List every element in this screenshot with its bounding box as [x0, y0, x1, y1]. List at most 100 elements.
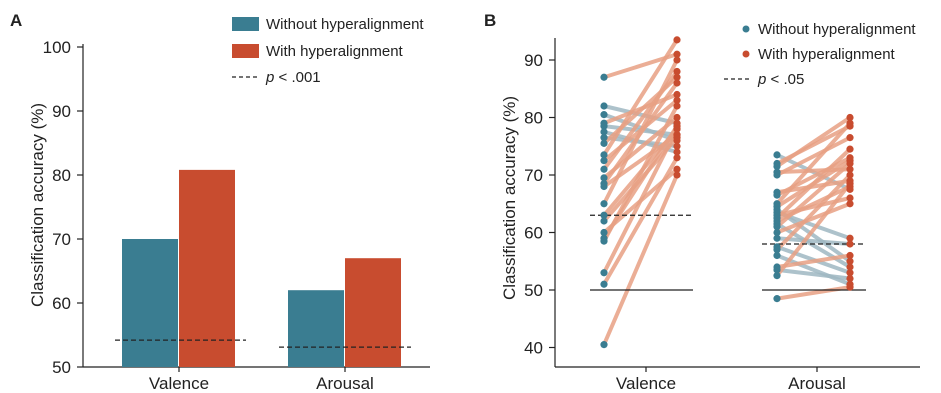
panel-b-point-with-valence [673, 50, 681, 58]
panel-b-point-without-valence [600, 122, 608, 130]
panel-b-point-without-valence [600, 237, 608, 245]
panel-a-bar-without-arousal [288, 290, 344, 367]
panel-b-ytick-label: 50 [524, 281, 543, 300]
panel-b-ytick-label: 60 [524, 224, 543, 243]
panel-b-point-with-valence [673, 73, 681, 81]
panel-b-point-with-valence [673, 165, 681, 173]
panel-b-point-without-valence [600, 200, 608, 208]
panel-b-point-with-arousal [846, 200, 854, 208]
panel-b-point-without-arousal [773, 171, 781, 179]
panel-b-point-without-arousal [773, 234, 781, 242]
panel-b-point-without-arousal [773, 246, 781, 254]
legend-b-without-label: Without hyperalignment [758, 21, 916, 38]
panel-a-bar-with-arousal [345, 258, 401, 367]
panel-b-point-without-arousal [773, 272, 781, 280]
panel-b-point-with-arousal [846, 283, 854, 291]
panel-b-point-with-valence [673, 56, 681, 64]
panel-b-point-with-arousal [846, 134, 854, 142]
panel-b-point-with-arousal [846, 145, 854, 153]
panel-a-y-label: Classification accuracy (%) [28, 103, 47, 307]
panel-b-point-with-valence [673, 148, 681, 156]
panel-b-point-without-valence [600, 134, 608, 142]
panel-b-point-with-valence [673, 134, 681, 142]
panel-b-point-with-valence [673, 36, 681, 44]
panel-b-point-without-valence [600, 165, 608, 173]
panel-b-point-without-valence [600, 111, 608, 119]
panel-b-point-without-arousal [773, 266, 781, 274]
panel-a-ytick-label: 50 [52, 358, 71, 377]
panel-b-point-with-arousal [846, 274, 854, 283]
panel-b-point-without-arousal [773, 228, 781, 237]
panel-b-point-with-arousal [846, 180, 854, 188]
panel-b-point-without-valence [600, 174, 608, 182]
panel-b-pair-line-arousal [775, 161, 852, 229]
panel-b-pair-line-valence [602, 155, 679, 287]
panel-b-point-without-valence [600, 269, 608, 277]
panel-b-y-label: Classification accuracy (%) [500, 96, 519, 300]
panel-b-point-with-valence [673, 79, 681, 87]
panel-b-point-with-arousal [846, 159, 854, 168]
panel-b-point-without-valence [600, 217, 608, 225]
panel-b-point-without-arousal [773, 223, 781, 231]
panel-b-point-with-valence [673, 102, 681, 110]
panel-b-point-without-arousal [773, 191, 781, 199]
panel-b-pair-line-arousal [775, 121, 852, 206]
panel-b-pair-line-arousal [775, 267, 852, 281]
legend-b-with-label: With hyperalignment [758, 46, 896, 63]
panel-b-ytick-label: 80 [524, 109, 543, 128]
panel-b-pair-line-arousal [775, 173, 852, 252]
legend-a-without-label: Without hyperalignment [266, 16, 424, 33]
panel-b-point-without-arousal [773, 251, 781, 260]
legend-a-chance-label: p < .001 [265, 69, 321, 86]
panel-a-ytick-label: 100 [43, 38, 71, 57]
panel-b-ytick-label: 70 [524, 166, 543, 185]
panel-b-point-without-valence [600, 102, 608, 110]
panel-a-bar-with-valence [179, 169, 235, 367]
panel-b-pair-line-valence [602, 173, 679, 347]
legend-b-chance-label: p < .05 [757, 71, 804, 88]
panel-b-point-without-valence [600, 182, 608, 191]
panel-b-point-with-arousal [846, 171, 854, 179]
panel-b-point-with-valence [673, 171, 681, 179]
panel-a-ytick-label: 70 [52, 230, 71, 249]
panel-b-pair-line-valence [602, 127, 679, 275]
panel-a-letter: A [10, 11, 22, 30]
panel-b-point-without-arousal [773, 162, 781, 170]
panel-b-point-without-valence [600, 73, 608, 81]
panel-a-chart: Classification accuracy (%) 50 60 70 80 90 10… [28, 16, 430, 393]
panel-b-point-with-arousal [846, 113, 854, 122]
panel-a-xtick-label: Arousal [316, 374, 374, 393]
legend-a-chance-p: p [265, 69, 274, 86]
panel-b-pair-line-arousal [775, 147, 852, 221]
panel-b-pair-line-valence [602, 37, 679, 157]
panel-b-point-without-arousal [773, 295, 781, 303]
panel-b-xtick-label: Arousal [788, 374, 846, 393]
panel-b-point-with-valence [673, 154, 681, 162]
legend-a-chance-threshold: < .001 [274, 69, 320, 86]
panel-b-pair-line-arousal [775, 181, 852, 278]
panel-b-point-with-arousal [846, 194, 854, 202]
panel-b-pair-line-arousal [775, 253, 852, 269]
panel-b-point-with-arousal [846, 263, 854, 271]
panel-b-pair-line-arousal [775, 285, 852, 301]
panel-b-point-with-arousal [846, 165, 854, 173]
panel-b-point-without-valence [600, 228, 608, 237]
panel-b-pair-line-arousal [775, 201, 852, 235]
panel-b-point-without-valence [600, 341, 608, 349]
panel-b-xtick-label: Valence [616, 374, 676, 393]
panel-b-point-with-arousal [846, 257, 854, 265]
panel-b-chart: Classification accuracy (%) 40 50 60 70 80 90… [500, 21, 920, 393]
panel-b-point-with-valence [673, 113, 681, 122]
panel-a-bar-without-valence [122, 239, 178, 367]
legend-b-chance-threshold: < .05 [766, 71, 804, 88]
panel-b-point-with-valence [673, 96, 681, 104]
panel-b-point-with-valence [673, 90, 681, 99]
panel-b-point-without-valence [600, 128, 608, 136]
panel-a-ytick-label: 60 [52, 294, 71, 313]
panel-a-ytick-label: 80 [52, 166, 71, 185]
panel-b-point-with-valence [673, 142, 681, 150]
panel-b-pair-line-valence [602, 58, 679, 206]
panel-b-point-with-arousal [846, 269, 854, 277]
panel-a-xtick-label: Valence [149, 374, 209, 393]
